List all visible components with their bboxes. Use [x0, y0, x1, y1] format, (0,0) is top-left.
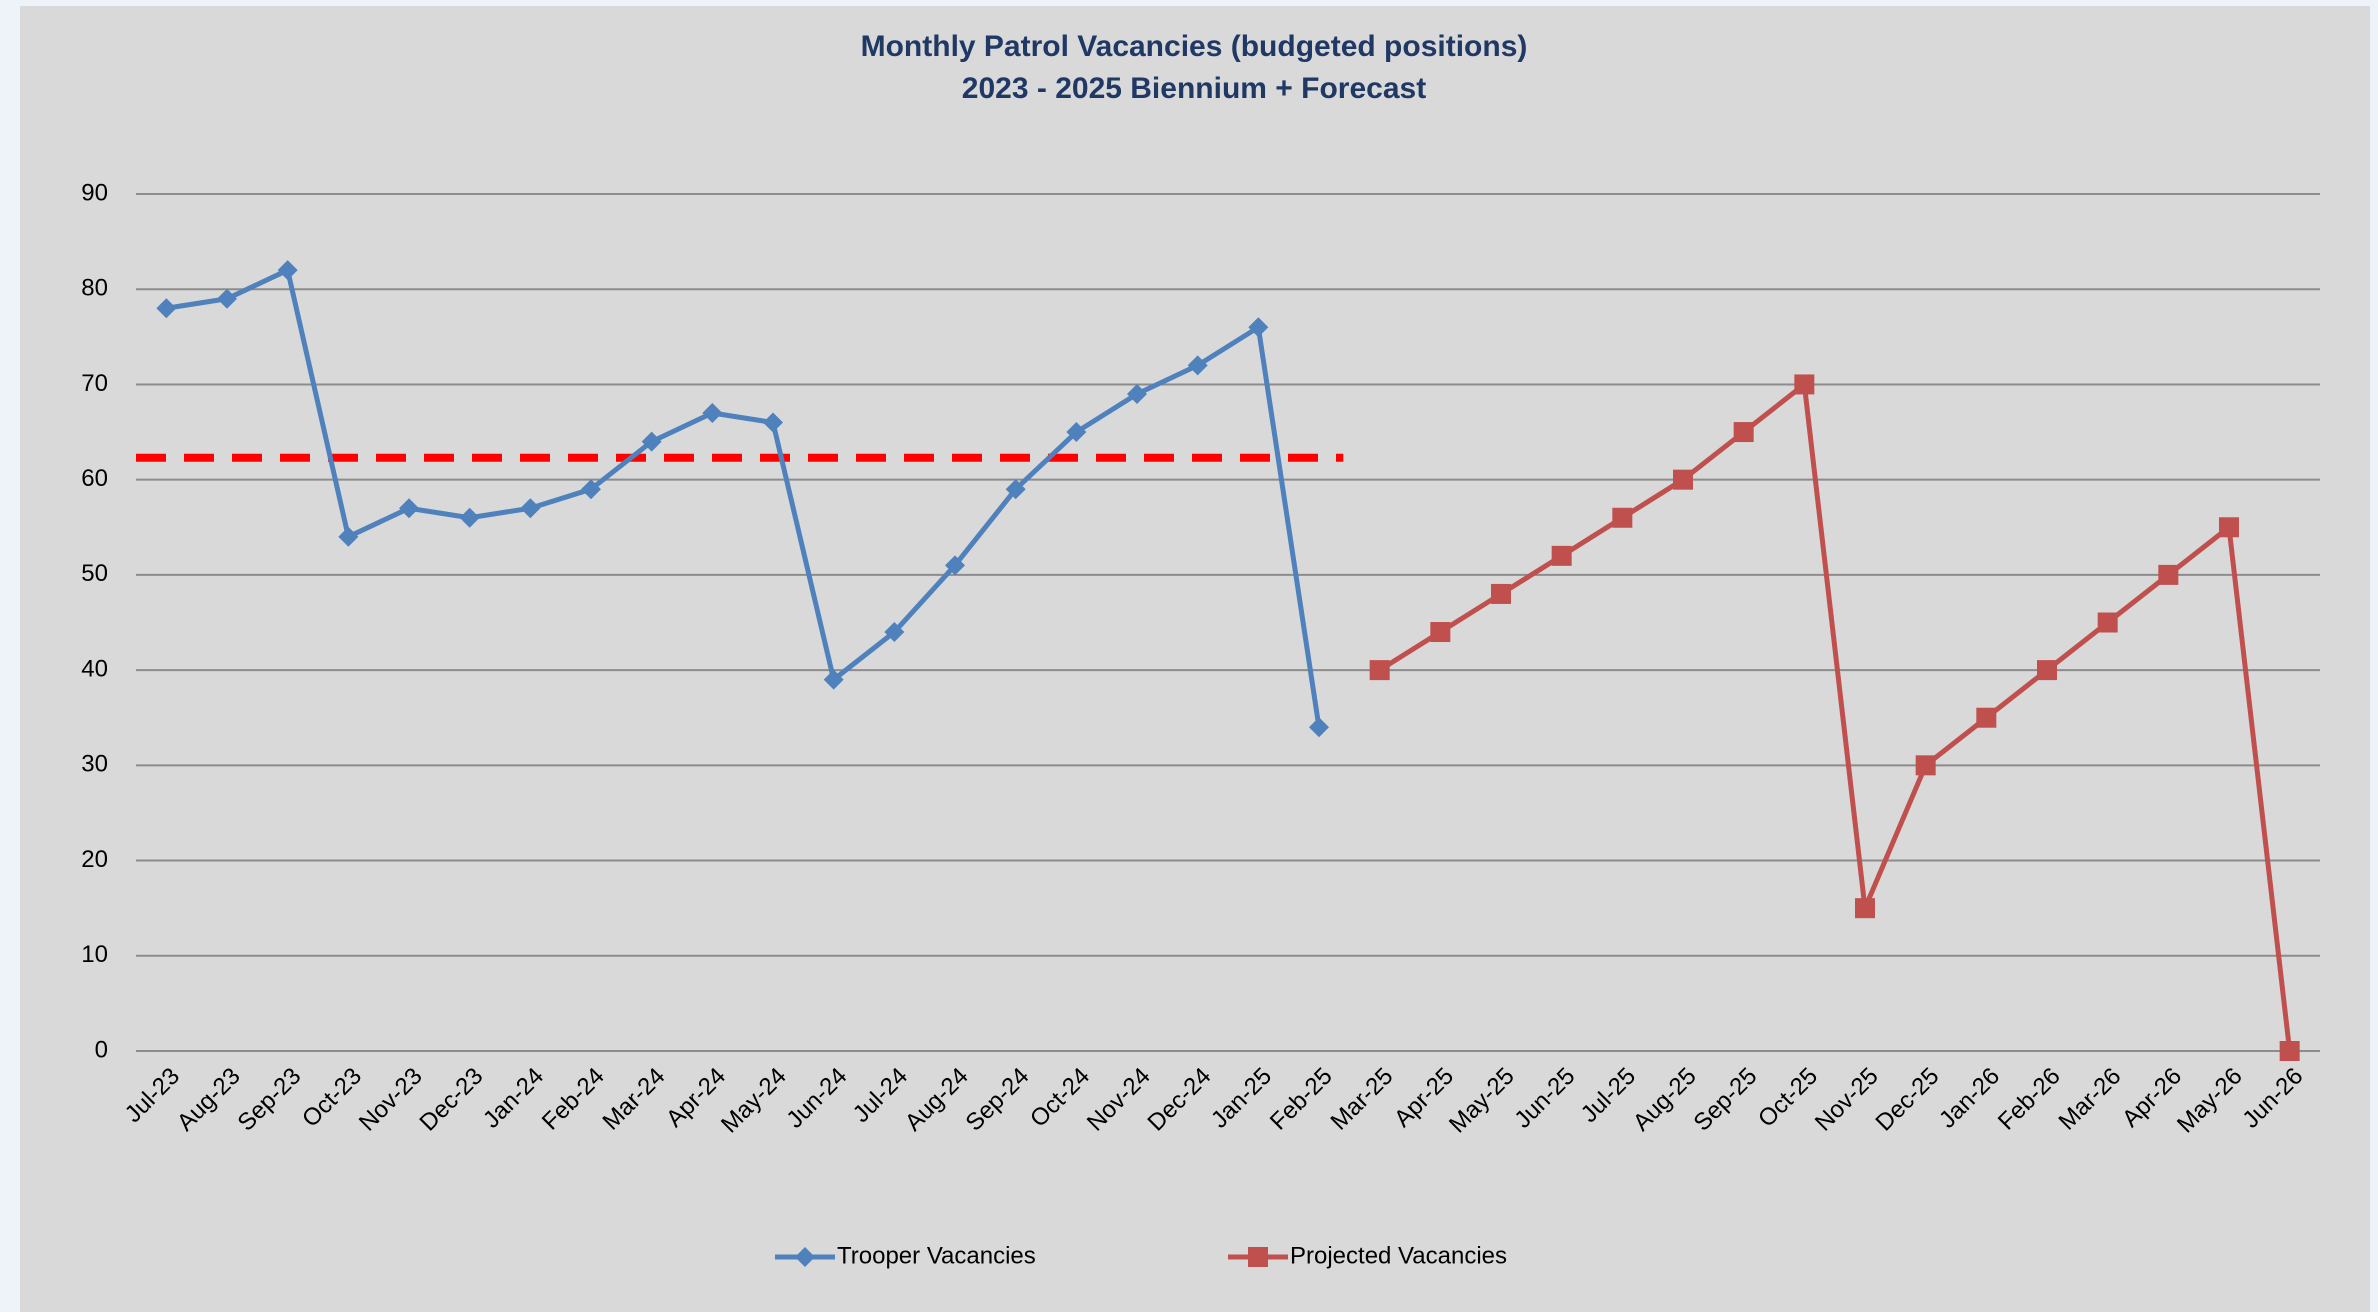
point	[641, 431, 662, 452]
point	[2097, 612, 2118, 633]
point	[459, 507, 480, 528]
legend-marker	[1248, 1247, 1268, 1267]
point	[1187, 355, 1208, 376]
point	[1491, 583, 1511, 604]
point	[2158, 564, 2179, 585]
y-tick-label: 0	[95, 1036, 108, 1063]
y-tick-label: 10	[81, 941, 108, 968]
point	[2219, 517, 2239, 538]
y-tick-label: 70	[81, 370, 108, 397]
point	[2037, 660, 2057, 681]
chart-title: Monthly Patrol Vacancies (budgeted posit…	[861, 30, 1528, 63]
point	[1127, 383, 1147, 404]
y-tick-label: 90	[81, 179, 108, 206]
point	[1248, 317, 1269, 338]
point	[338, 526, 359, 547]
chart-panel	[20, 6, 2370, 1312]
y-tick-label: 80	[81, 275, 108, 302]
point	[399, 498, 419, 519]
y-tick-label: 60	[81, 465, 108, 492]
point	[702, 403, 723, 424]
series-line	[165, 267, 1322, 728]
point	[1794, 374, 1815, 395]
point	[823, 669, 844, 690]
point	[1066, 422, 1087, 443]
point	[2279, 1041, 2300, 1061]
point	[1915, 755, 1936, 776]
point	[1612, 507, 1633, 528]
y-tick-label: 40	[81, 655, 108, 682]
point	[945, 555, 965, 576]
point	[156, 298, 177, 319]
point	[1976, 707, 1997, 728]
y-tick-label: 30	[81, 751, 108, 778]
point	[884, 622, 905, 643]
legend-marker	[795, 1247, 815, 1267]
point	[1430, 622, 1451, 643]
legend-label: Projected Vacancies	[1290, 1242, 1507, 1269]
legend-label: Trooper Vacancies	[837, 1242, 1036, 1269]
point	[1369, 660, 1390, 681]
point	[277, 260, 298, 281]
y-tick-label: 20	[81, 846, 108, 873]
point	[1855, 898, 1875, 919]
series-line	[1378, 381, 2293, 1052]
point	[581, 479, 601, 500]
point	[1551, 545, 1572, 566]
point	[1733, 422, 1754, 443]
point	[520, 498, 541, 519]
point	[1309, 717, 1329, 738]
point	[763, 412, 783, 433]
y-tick-label: 50	[81, 560, 108, 587]
chart-subtitle: 2023 - 2025 Biennium + Forecast	[962, 72, 1426, 105]
point	[1005, 479, 1026, 500]
point	[217, 288, 237, 309]
point	[1673, 469, 1693, 490]
